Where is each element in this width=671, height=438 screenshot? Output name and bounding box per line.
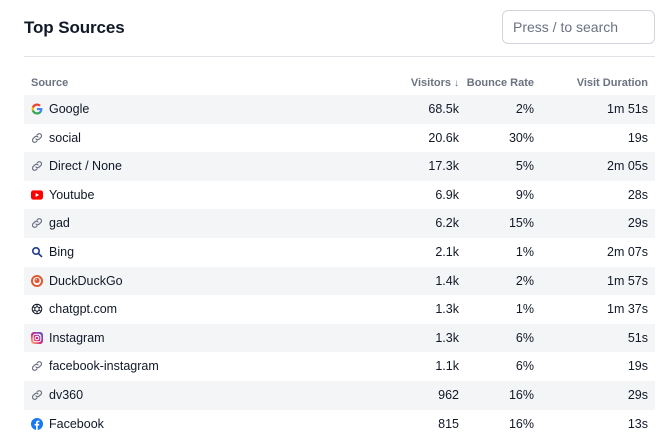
source-name[interactable]: Youtube <box>49 187 95 202</box>
column-header-source[interactable]: Source <box>31 77 69 89</box>
table-row[interactable]: social 20.6k 30% 19s <box>24 124 655 153</box>
table-row[interactable]: Facebook 815 16% 13s <box>24 410 655 438</box>
bounce-rate-value: 16% <box>508 416 534 431</box>
column-header-visit-duration[interactable]: Visit Duration <box>576 77 648 89</box>
table-row[interactable]: Direct / None 17.3k 5% 2m 05s <box>24 152 655 181</box>
search-input[interactable] <box>502 10 655 44</box>
duckduckgo-icon <box>31 274 43 287</box>
visit-duration-value: 19s <box>627 359 648 374</box>
table-row[interactable]: DuckDuckGo 1.4k 2% 1m 57s <box>24 266 655 296</box>
source-name[interactable]: social <box>49 130 81 145</box>
bounce-rate-value: 2% <box>515 273 534 288</box>
link-icon <box>31 389 43 401</box>
bounce-rate-value: 1% <box>515 244 534 259</box>
visitors-value: 1.3k <box>435 330 459 345</box>
bounce-rate-value: 1% <box>515 302 534 317</box>
bounce-rate-value: 6% <box>515 330 534 345</box>
visitors-value: 68.5k <box>428 102 459 116</box>
bounce-rate-value: 2% <box>515 102 534 116</box>
visitors-value: 815 <box>438 416 459 431</box>
bounce-rate-value: 16% <box>508 387 534 402</box>
visit-duration-value: 29s <box>627 387 648 402</box>
visit-duration-value: 51s <box>627 330 648 345</box>
chatgpt-icon <box>31 303 43 315</box>
source-name[interactable]: dv360 <box>49 387 84 402</box>
arrow-down-icon: ↓ <box>454 78 459 89</box>
table-row[interactable]: Google 68.5k 2% 1m 51s <box>24 95 655 124</box>
column-header-visitors-label: Visitors <box>410 77 451 89</box>
visit-duration-value: 1m 51s <box>607 102 648 116</box>
visitors-value: 962 <box>438 387 459 402</box>
source-name[interactable]: gad <box>49 216 70 231</box>
visit-duration-value: 1m 37s <box>607 302 648 317</box>
table-row[interactable]: gad 6.2k 15% 29s <box>24 209 655 238</box>
column-header-visitors[interactable]: Visitors ↓ <box>411 77 459 89</box>
bounce-rate-value: 6% <box>515 359 534 374</box>
link-icon <box>31 217 43 229</box>
source-name[interactable]: chatgpt.com <box>49 302 118 317</box>
source-name[interactable]: DuckDuckGo <box>49 273 123 288</box>
bounce-rate-value: 30% <box>508 130 534 145</box>
link-icon <box>31 132 43 144</box>
panel-header: Top Sources <box>24 0 655 57</box>
instagram-icon <box>31 331 43 344</box>
bounce-rate-value: 5% <box>515 159 534 174</box>
source-name[interactable]: Direct / None <box>49 159 122 174</box>
visitors-value: 17.3k <box>428 159 459 174</box>
table-row[interactable]: dv360 962 16% 29s <box>24 380 655 410</box>
visitors-value: 6.9k <box>435 187 459 202</box>
sources-table: Source Visitors ↓ Bounce Rate Visit Durat… <box>24 69 655 438</box>
link-icon <box>31 360 43 372</box>
visit-duration-value: 2m 05s <box>607 159 648 174</box>
visit-duration-value: 29s <box>627 216 648 231</box>
bounce-rate-value: 9% <box>515 187 534 202</box>
source-name[interactable]: Bing <box>49 244 75 259</box>
source-name[interactable]: Facebook <box>49 416 104 431</box>
visit-duration-value: 19s <box>627 130 648 145</box>
visit-duration-value: 28s <box>627 187 648 202</box>
facebook-icon <box>31 417 43 430</box>
google-icon <box>31 103 43 115</box>
visitors-value: 2.1k <box>435 244 459 259</box>
table-row[interactable]: Bing 2.1k 1% 2m 07s <box>24 238 655 267</box>
bounce-rate-value: 15% <box>508 216 534 231</box>
visitors-value: 1.3k <box>435 302 459 317</box>
bing-search-icon <box>31 246 43 258</box>
column-header-bounce-rate[interactable]: Bounce Rate <box>466 77 534 89</box>
table-row[interactable]: chatgpt.com 1.3k 1% 1m 37s <box>24 295 655 324</box>
table-row[interactable]: Youtube 6.9k 9% 28s <box>24 181 655 210</box>
table-row[interactable]: Instagram 1.3k 6% 51s <box>24 323 655 353</box>
source-name[interactable]: Google <box>49 102 90 116</box>
page-title: Top Sources <box>24 18 125 37</box>
table-body: Google 68.5k 2% 1m 51s social 20.6k 30% 19s Dire… <box>24 95 655 438</box>
table-row[interactable]: facebook-instagram 1.1k 6% 19s <box>24 352 655 381</box>
visitors-value: 1.1k <box>435 359 459 374</box>
table-header: Source Visitors ↓ Bounce Rate Visit Durat… <box>24 69 655 95</box>
visit-duration-value: 13s <box>627 416 648 431</box>
visitors-value: 1.4k <box>435 273 459 288</box>
source-name[interactable]: Instagram <box>49 330 105 345</box>
visitors-value: 20.6k <box>428 130 459 145</box>
visit-duration-value: 2m 07s <box>607 244 648 259</box>
source-name[interactable]: facebook-instagram <box>49 359 159 374</box>
link-icon <box>31 160 43 172</box>
youtube-icon <box>31 189 43 201</box>
visit-duration-value: 1m 57s <box>607 273 648 288</box>
visitors-value: 6.2k <box>435 216 459 231</box>
